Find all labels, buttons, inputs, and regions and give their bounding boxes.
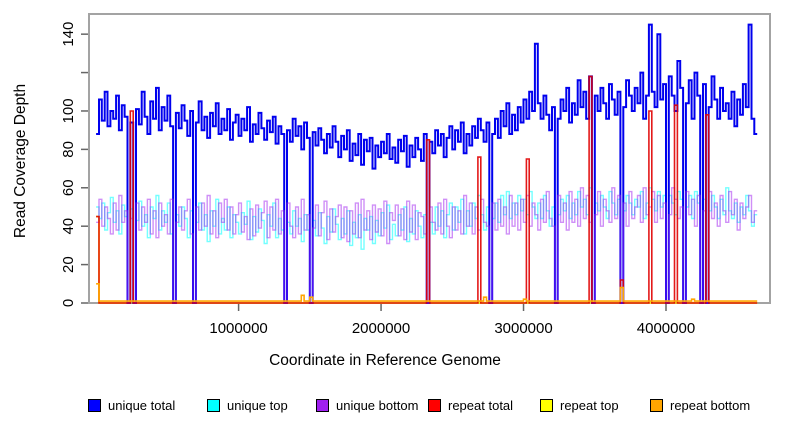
legend-item-unique-bottom: unique bottom: [316, 397, 418, 413]
legend-item-repeat-total: repeat total: [428, 397, 513, 413]
repeat-bottom-swatch-icon: [650, 398, 663, 412]
legend-label-repeat-bottom: repeat bottom: [670, 397, 751, 413]
unique-top-swatch-icon: [207, 398, 220, 412]
x-tick-label: 1000000: [209, 320, 267, 337]
legend-item-unique-top: unique top: [207, 397, 288, 413]
legend-item-unique-total: unique total: [88, 397, 175, 413]
unique-bottom-swatch-icon: [316, 398, 329, 412]
repeat-top-swatch-icon: [540, 398, 553, 412]
legend-item-repeat-bottom: repeat bottom: [650, 397, 750, 413]
repeat-total-swatch-icon: [428, 398, 441, 412]
series-repeat-bottom: [96, 283, 758, 302]
legend-label-repeat-top: repeat top: [560, 397, 619, 413]
legend-label-unique-top: unique top: [227, 397, 288, 413]
legend-label-repeat-total: repeat total: [448, 397, 514, 413]
x-axis-title: Coordinate in Reference Genome: [269, 352, 501, 369]
unique-total-swatch-icon: [88, 398, 101, 412]
y-tick-label: 20: [60, 256, 77, 273]
y-tick-label: 80: [60, 141, 77, 158]
legend: unique total unique top unique bottom repea…: [0, 397, 792, 419]
legend-label-unique-total: unique total: [108, 397, 176, 413]
legend-item-repeat-top: repeat top: [540, 397, 619, 413]
y-tick-label: 40: [60, 218, 77, 235]
y-tick-label: 140: [60, 22, 77, 47]
legend-label-unique-bottom: unique bottom: [336, 397, 419, 413]
y-tick-label: 60: [60, 179, 77, 196]
x-tick-label: 4000000: [637, 320, 695, 337]
series-repeat-total: [96, 75, 758, 304]
y-axis-title: Read Coverage Depth: [12, 83, 29, 239]
y-tick-label: 100: [60, 98, 77, 123]
x-tick-label: 2000000: [352, 320, 410, 337]
y-tick-label: 0: [60, 299, 77, 307]
x-tick-label: 3000000: [494, 320, 552, 337]
